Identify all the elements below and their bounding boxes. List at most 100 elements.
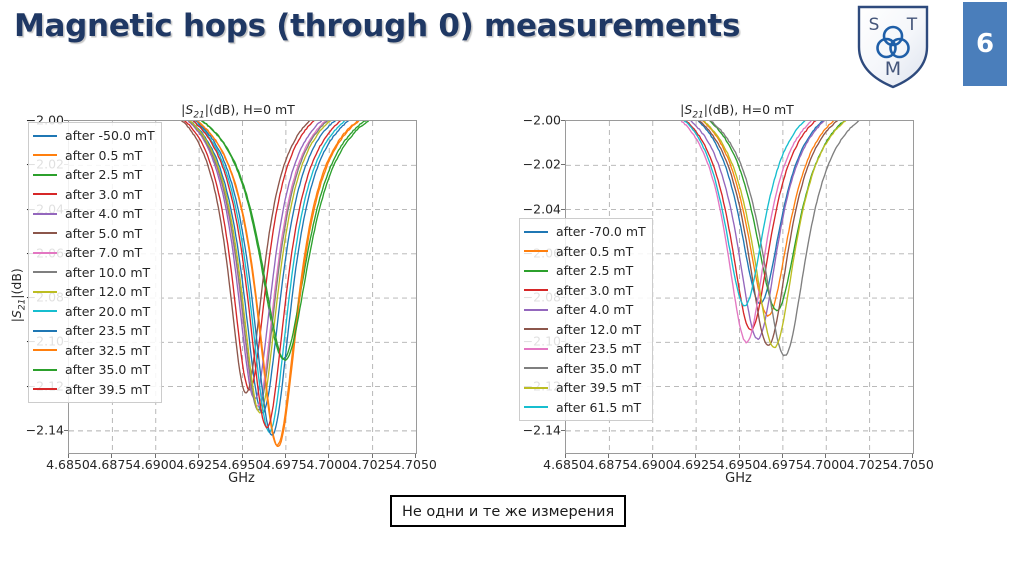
legend-item[interactable]: after 5.0 mT: [33, 224, 155, 244]
x-tick-label: 4.6925: [673, 457, 717, 472]
caption-text: Не одни и те же измерения: [402, 504, 615, 520]
x-tick-label: 4.6900: [132, 457, 177, 472]
x-tick-label: 4.6975: [760, 457, 804, 472]
legend-item-label: after -50.0 mT: [65, 128, 155, 144]
legend-color-swatch: [33, 154, 57, 157]
legend-item-label: after 23.5 mT: [65, 323, 151, 339]
x-tick-mark: [825, 454, 827, 458]
legend-item[interactable]: after 32.5 mT: [33, 341, 155, 361]
y-tick-mark: [561, 120, 565, 121]
legend-color-swatch: [524, 269, 548, 272]
chart-left-title: |S21|(dB), H=0 mT: [181, 102, 295, 121]
x-tick-label: 4.6900: [629, 457, 674, 472]
legend-item[interactable]: after 12.0 mT: [33, 282, 155, 302]
legend-item[interactable]: after 7.0 mT: [33, 243, 155, 263]
series-line: [690, 121, 826, 341]
x-tick-label: 4.6975: [263, 457, 307, 472]
legend-item[interactable]: after 2.5 mT: [524, 261, 646, 281]
svg-text:S: S: [869, 15, 880, 35]
legend-item[interactable]: after 2.5 mT: [33, 165, 155, 185]
y-tick-mark: [561, 164, 565, 166]
legend-item-label: after 35.0 mT: [556, 360, 642, 376]
legend-item-label: after 23.5 mT: [556, 341, 642, 357]
legend-item[interactable]: after 4.0 mT: [33, 204, 155, 224]
legend-item[interactable]: after 10.0 mT: [33, 263, 155, 283]
legend-item[interactable]: after -50.0 mT: [33, 126, 155, 146]
legend-item[interactable]: after 0.5 mT: [524, 242, 646, 262]
chart-right-xaxis: 4.6850 4.6875 4.6900 4.6925 4.6950 4.6975 4.70…: [497, 454, 997, 474]
series-line: [188, 121, 329, 411]
x-tick-mark: [154, 454, 156, 458]
legend-item-label: after 4.0 mT: [65, 206, 143, 222]
legend-item[interactable]: after 20.0 mT: [33, 302, 155, 322]
legend-color-swatch: [33, 212, 57, 215]
legend-item[interactable]: after 23.5 mT: [33, 321, 155, 341]
legend-item[interactable]: after -70.0 mT: [524, 222, 646, 242]
legend-item-label: after 3.0 mT: [556, 282, 634, 298]
legend-item-label: after 39.5 mT: [65, 381, 151, 397]
legend-item-label: after 32.5 mT: [65, 342, 151, 358]
legend-item[interactable]: after 3.0 mT: [524, 281, 646, 301]
y-tick-label: −2.04: [522, 201, 561, 217]
series-line: [192, 121, 342, 429]
legend-color-swatch: [524, 289, 548, 292]
x-tick-mark: [415, 454, 416, 458]
x-tick-label: 4.6850: [543, 457, 587, 472]
legend-color-swatch: [33, 290, 57, 293]
series-line: [697, 121, 824, 305]
x-tick-mark: [781, 454, 783, 458]
legend-item-label: after 2.5 mT: [556, 263, 634, 279]
legend-color-swatch: [524, 386, 548, 389]
legend-item-label: after 12.0 mT: [556, 321, 642, 337]
legend-color-swatch: [33, 329, 57, 332]
x-tick-label: 4.6850: [46, 457, 90, 472]
legend-item[interactable]: after 23.5 mT: [524, 339, 646, 359]
series-line: [710, 121, 860, 357]
legend-item-label: after 3.0 mT: [65, 186, 143, 202]
legend-item[interactable]: after 3.0 mT: [33, 185, 155, 205]
legend-item-label: after 61.5 mT: [556, 399, 642, 415]
series-line: [708, 121, 846, 312]
x-tick-mark: [371, 454, 373, 458]
stm-shield-logo: S T M: [853, 3, 933, 91]
legend-item-label: after -70.0 mT: [556, 224, 646, 240]
legend-item[interactable]: after 4.0 mT: [524, 300, 646, 320]
y-tick-mark: [561, 208, 565, 210]
series-line: [188, 121, 332, 414]
legend-color-swatch: [33, 388, 57, 391]
y-tick-mark: [64, 429, 68, 431]
legend-color-swatch: [524, 230, 548, 233]
x-tick-mark: [328, 454, 330, 458]
legend-color-swatch: [524, 406, 548, 409]
x-tick-mark: [565, 454, 566, 458]
caption-box: Не одни и те же измерения: [390, 495, 627, 527]
x-tick-mark: [111, 454, 113, 458]
chart-right-title: |S21|(dB), H=0 mT: [680, 102, 794, 121]
legend-item[interactable]: after 39.5 mT: [33, 380, 155, 400]
legend-item[interactable]: after 35.0 mT: [33, 360, 155, 380]
legend-item[interactable]: after 0.5 mT: [33, 146, 155, 166]
chart-left-xaxis: 4.6850 4.6875 4.6900 4.6925 4.6950 4.6975 4.70…: [0, 454, 500, 474]
legend-item[interactable]: after 39.5 mT: [524, 378, 646, 398]
legend-item[interactable]: after 35.0 mT: [524, 359, 646, 379]
x-tick-mark: [912, 454, 913, 458]
legend-color-swatch: [33, 271, 57, 274]
legend-color-swatch: [33, 310, 57, 313]
legend-item-label: after 12.0 mT: [65, 284, 151, 300]
svg-text:T: T: [906, 15, 918, 35]
y-tick-mark: [561, 429, 565, 431]
series-line: [187, 121, 323, 400]
x-tick-label: 4.7000: [306, 457, 351, 472]
legend-color-swatch: [33, 251, 57, 254]
legend-item[interactable]: after 12.0 mT: [524, 320, 646, 340]
series-line: [200, 121, 370, 362]
x-tick-mark: [738, 454, 740, 458]
legend-item[interactable]: after 61.5 mT: [524, 398, 646, 418]
series-line: [194, 121, 350, 436]
legend-item-label: after 39.5 mT: [556, 380, 642, 396]
slide-number: 6: [975, 29, 995, 59]
chart-left-legend: after -50.0 mT after 0.5 mT after 2.5 mT af…: [28, 122, 162, 403]
series-line: [701, 121, 835, 317]
x-tick-label: 4.6950: [219, 457, 264, 472]
slide-number-badge: 6: [963, 2, 1007, 86]
